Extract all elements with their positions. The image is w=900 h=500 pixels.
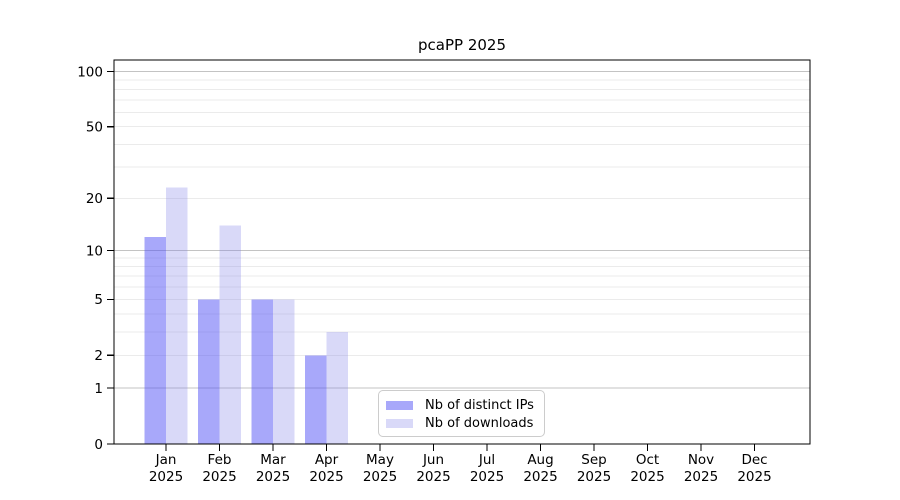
x-tick-label-year: 2025 bbox=[470, 469, 504, 485]
x-tick-label-month: Sep bbox=[581, 452, 606, 468]
bar-apr-series0 bbox=[305, 355, 327, 444]
y-tick-label: 50 bbox=[86, 120, 103, 136]
x-tick-label-year: 2025 bbox=[256, 469, 290, 485]
x-tick-label-month: Feb bbox=[208, 452, 232, 468]
x-tick-label-year: 2025 bbox=[577, 469, 611, 485]
y-tick-label: 10 bbox=[86, 243, 103, 259]
bar-jan-series0 bbox=[144, 237, 166, 444]
bar-mar-series1 bbox=[273, 299, 295, 444]
y-tick-label: 0 bbox=[94, 437, 103, 453]
legend-item-downloads: Nb of downloads bbox=[386, 414, 544, 432]
y-tick-label: 20 bbox=[86, 191, 103, 207]
x-tick-label-month: Jan bbox=[155, 452, 177, 468]
x-tick-label-month: Jun bbox=[422, 452, 444, 468]
x-tick-label-month: Oct bbox=[636, 452, 659, 468]
legend-label-downloads: Nb of downloads bbox=[425, 416, 534, 432]
bar-mar-series0 bbox=[251, 299, 273, 444]
legend-item-distinct-ips: Nb of distinct IPs bbox=[386, 396, 544, 414]
plot-frame bbox=[113, 59, 811, 445]
bar-feb-series0 bbox=[198, 299, 220, 444]
chart-title: pcaPP 2025 bbox=[418, 36, 506, 54]
y-tick-label: 5 bbox=[94, 292, 103, 308]
y-tick-label: 2 bbox=[94, 348, 103, 364]
legend: Nb of distinct IPs Nb of downloads bbox=[378, 390, 545, 437]
x-tick-label-year: 2025 bbox=[363, 469, 397, 485]
bar-apr-series1 bbox=[326, 332, 348, 444]
bar-jan-series1 bbox=[166, 187, 188, 444]
bar-feb-series1 bbox=[219, 225, 241, 444]
x-tick-label-month: Apr bbox=[315, 452, 339, 468]
x-tick-label-year: 2025 bbox=[684, 469, 718, 485]
legend-swatch-downloads bbox=[386, 419, 413, 429]
x-tick-label-year: 2025 bbox=[309, 469, 343, 485]
legend-label-distinct-ips: Nb of distinct IPs bbox=[425, 397, 534, 413]
x-tick-label-month: Aug bbox=[527, 452, 553, 468]
x-tick-label-year: 2025 bbox=[149, 469, 183, 485]
x-tick-label-month: May bbox=[366, 452, 394, 468]
x-tick-label-month: Nov bbox=[688, 452, 714, 468]
x-tick-label-month: Dec bbox=[741, 452, 767, 468]
legend-swatch-distinct-ips bbox=[386, 400, 413, 410]
x-tick-label-month: Mar bbox=[260, 452, 286, 468]
x-tick-label-year: 2025 bbox=[630, 469, 664, 485]
x-tick-label-year: 2025 bbox=[202, 469, 236, 485]
y-tick-label: 100 bbox=[77, 64, 103, 80]
x-tick-label-year: 2025 bbox=[737, 469, 771, 485]
x-tick-label-month: Jul bbox=[478, 452, 495, 468]
y-tick-label: 1 bbox=[94, 381, 103, 397]
x-tick-label-year: 2025 bbox=[523, 469, 557, 485]
x-tick-label-year: 2025 bbox=[416, 469, 450, 485]
